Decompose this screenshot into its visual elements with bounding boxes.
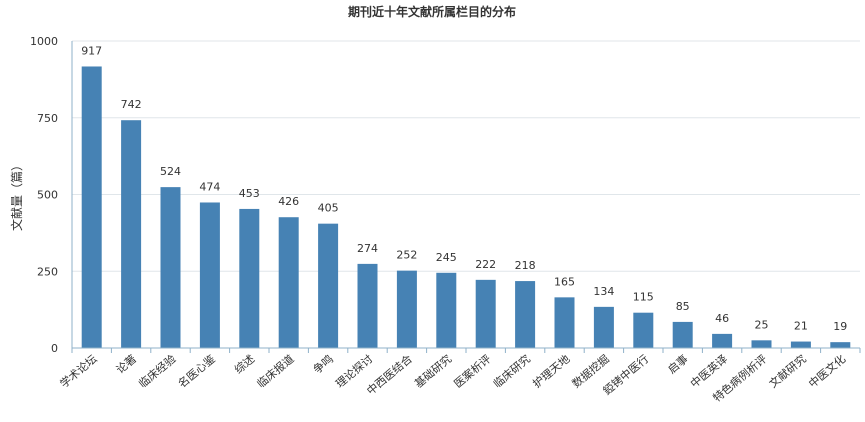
x-tick-label: 论著 <box>113 352 139 377</box>
x-tick-label: 医案析评 <box>451 352 494 391</box>
x-tick-label: 护理天地 <box>530 352 573 391</box>
data-label: 165 <box>554 275 575 288</box>
y-tick-label: 500 <box>37 189 58 202</box>
data-label: 222 <box>475 258 496 271</box>
data-label: 115 <box>633 291 654 304</box>
bar-16[interactable] <box>712 333 733 348</box>
data-label: 85 <box>676 300 690 313</box>
data-label: 524 <box>160 165 181 178</box>
data-label: 25 <box>755 318 769 331</box>
bar-4[interactable] <box>239 208 260 348</box>
x-tick-label: 中医文化 <box>806 352 849 391</box>
bar-8[interactable] <box>396 270 417 348</box>
x-tick-label: 基础研究 <box>412 352 455 391</box>
bar-2[interactable] <box>160 187 181 348</box>
data-label: 742 <box>121 98 142 111</box>
x-tick-label: 临床研究 <box>490 352 533 391</box>
bar-5[interactable] <box>278 217 299 348</box>
data-label: 405 <box>318 202 339 215</box>
bar-17[interactable] <box>751 340 772 348</box>
y-tick-label: 250 <box>37 265 58 278</box>
x-tick-label: 临床经验 <box>136 352 179 391</box>
bar-9[interactable] <box>436 272 457 348</box>
bar-11[interactable] <box>515 281 536 348</box>
data-label: 274 <box>357 242 378 255</box>
x-tick-label: 学术论坛 <box>57 352 100 391</box>
data-label: 426 <box>278 195 299 208</box>
data-label: 252 <box>396 249 417 262</box>
bar-15[interactable] <box>672 321 693 348</box>
x-tick-label: 临床报道 <box>254 352 297 391</box>
x-tick-label: 文献研究 <box>766 352 809 391</box>
data-label: 46 <box>715 312 729 325</box>
data-label: 245 <box>436 251 457 264</box>
bar-3[interactable] <box>199 202 220 348</box>
bars <box>81 66 851 349</box>
x-tick-label: 综述 <box>231 352 257 377</box>
bar-18[interactable] <box>790 341 811 348</box>
y-axis-ticks: 0 250 500 750 1000 <box>30 35 58 355</box>
bar-19[interactable] <box>830 342 851 348</box>
y-tick-label: 750 <box>37 112 58 125</box>
gridlines <box>72 40 860 272</box>
data-label: 474 <box>199 180 220 193</box>
bar-13[interactable] <box>593 306 614 348</box>
bar-7[interactable] <box>357 263 378 348</box>
bar-10[interactable] <box>475 279 496 348</box>
data-label: 134 <box>593 285 614 298</box>
bar-6[interactable] <box>318 223 339 348</box>
data-labels: 917 742 524 474 453 426 405 274 252 245 222 218 165 1… <box>81 44 847 333</box>
bar-0[interactable] <box>81 66 102 348</box>
bar-1[interactable] <box>121 120 142 349</box>
chart-title: 期刊近十年文献所属栏目的分布 <box>348 4 516 19</box>
x-tick-label: 争鸣 <box>310 352 336 377</box>
y-tick-label: 1000 <box>30 35 58 48</box>
data-label: 218 <box>515 259 536 272</box>
x-tick-label: 启事 <box>665 352 690 376</box>
bar-12[interactable] <box>554 297 575 348</box>
data-label: 19 <box>833 320 847 333</box>
data-label: 21 <box>794 320 808 333</box>
data-label: 453 <box>239 187 260 200</box>
y-axis-label: 文献量（篇） <box>9 159 24 231</box>
y-tick-label: 0 <box>51 342 58 355</box>
bar-14[interactable] <box>633 312 654 348</box>
data-label: 917 <box>81 44 102 57</box>
x-tick-label: 名医心鉴 <box>175 352 218 391</box>
